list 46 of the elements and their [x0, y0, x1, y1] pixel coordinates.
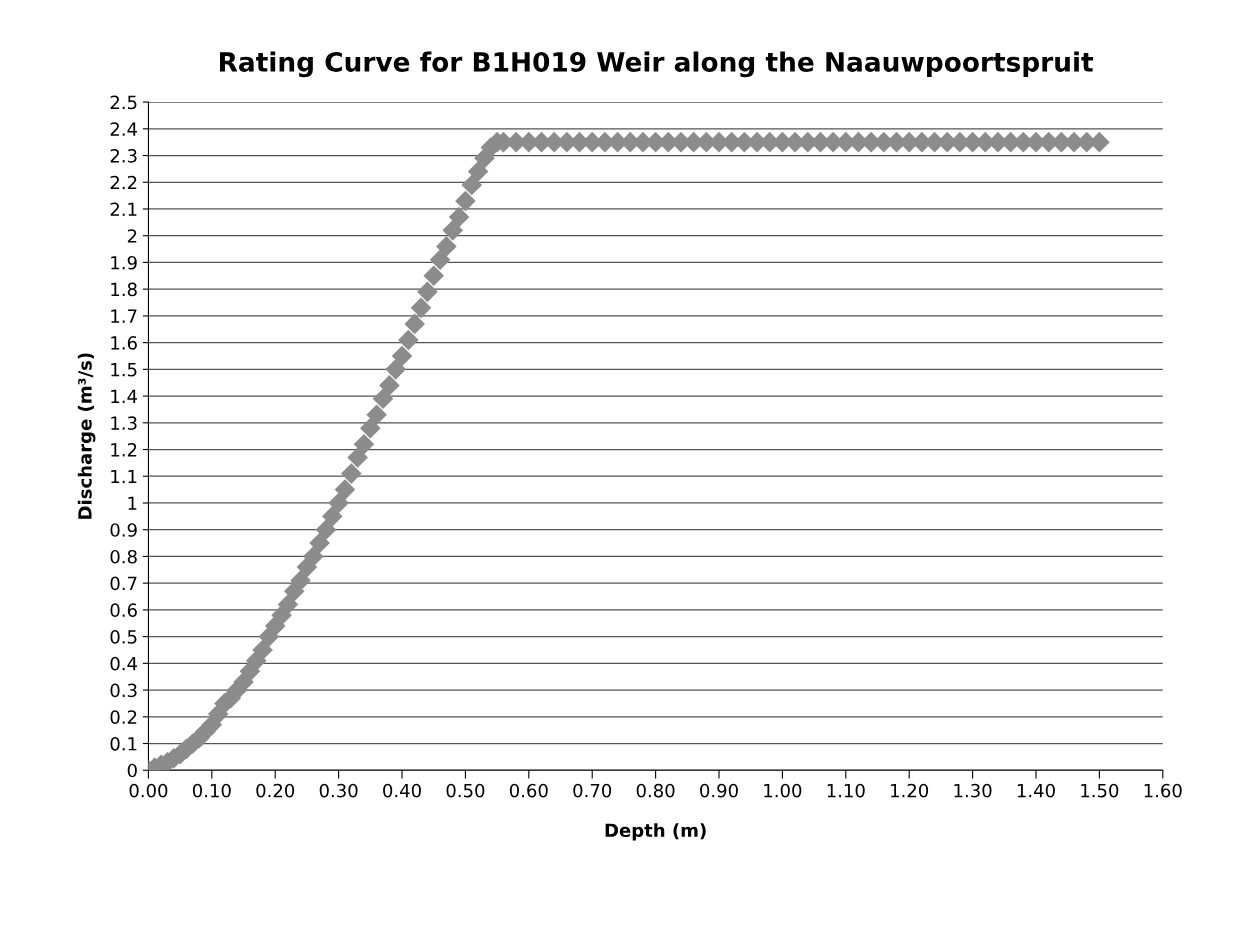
y-tick-label: 1.5: [111, 363, 137, 377]
y-tick-label: 1.6: [111, 336, 137, 350]
y-tick-label: 1.3: [111, 416, 137, 430]
x-tick-label: 0.20: [256, 783, 295, 798]
y-tick-label: 0.5: [110, 630, 137, 644]
y-tick-label: 0.7: [110, 576, 137, 591]
y-axis-title: Discharge (m³/s): [77, 353, 96, 519]
y-tick-label: 1.8: [111, 282, 137, 297]
x-tick-label: 0.60: [509, 783, 548, 798]
y-tick-label: 0.6: [110, 603, 137, 617]
x-axis-title: Depth (m): [605, 823, 706, 841]
y-tick-label: 1: [128, 496, 137, 510]
x-tick-label: 0.80: [636, 783, 675, 798]
y-tick-label: 1.2: [111, 442, 137, 457]
y-tick-label: 2.1: [110, 202, 137, 216]
y-tick-label: 2.5: [110, 95, 137, 110]
y-tick-label: 1.1: [111, 469, 137, 484]
x-tick-label: 0.30: [319, 783, 358, 798]
y-tick-label: 1.4: [111, 389, 138, 403]
x-tick-label: 1.00: [764, 783, 802, 798]
y-tick-label: 0.8: [110, 549, 137, 564]
x-tick-label: 0.40: [383, 783, 421, 798]
y-tick-label: 0: [127, 763, 137, 778]
y-tick-label: 0.4: [110, 656, 138, 671]
x-tick-label: 1.30: [954, 783, 992, 798]
x-tick-label: 1.50: [1081, 783, 1119, 798]
y-tick-label: 0.3: [110, 683, 137, 698]
x-tick-label: 1.10: [827, 783, 865, 798]
x-tick-label: 0.70: [573, 783, 612, 798]
x-tick-label: 0.10: [192, 783, 231, 798]
y-tick-label: 2.2: [110, 175, 137, 190]
x-tick-label: 0.50: [446, 783, 485, 798]
x-tick-label: 1.60: [1144, 783, 1182, 798]
y-tick-label: 1.7: [111, 309, 137, 323]
x-tick-label: 0.90: [700, 783, 738, 798]
x-tick-label: 1.40: [1017, 783, 1055, 798]
y-tick-label: 2.4: [110, 122, 138, 136]
chart-title: Rating Curve for B1H019 Weir along the Naauwpoortspruit: [220, 51, 1094, 78]
y-tick-label: 0.9: [110, 523, 137, 537]
y-tick-label: 2: [127, 229, 137, 243]
y-tick-label: 2.3: [110, 148, 137, 163]
x-tick-label: 0.00: [129, 783, 168, 798]
y-tick-label: 1.9: [111, 255, 137, 270]
x-tick-label: 1.20: [891, 783, 929, 798]
y-tick-label: 0.2: [110, 710, 137, 724]
y-tick-label: 0.1: [110, 736, 137, 751]
